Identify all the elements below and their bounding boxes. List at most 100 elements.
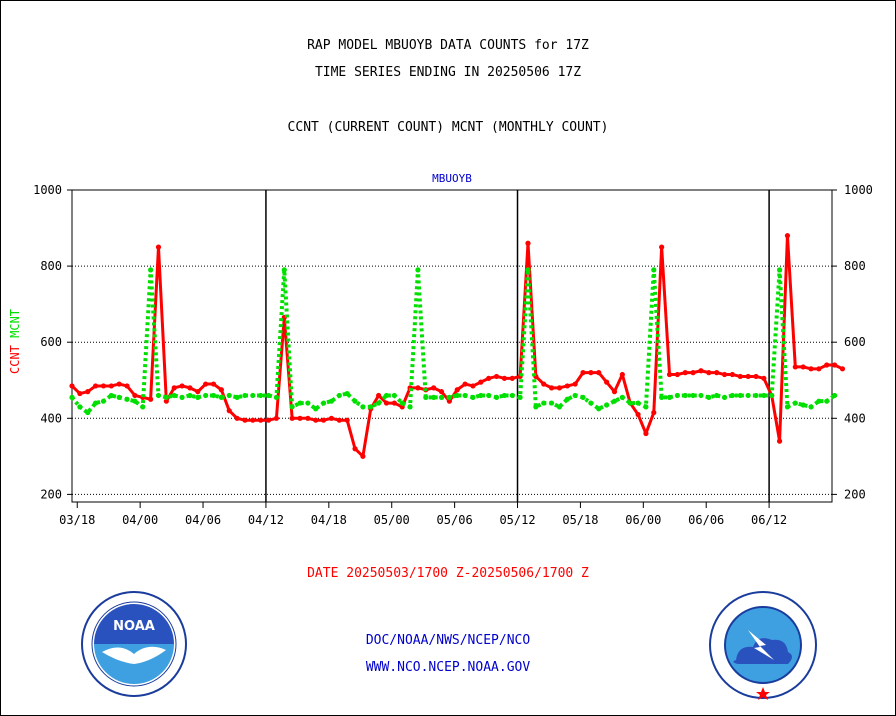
data-point-mcnt <box>588 400 594 406</box>
data-point-mcnt <box>140 404 146 410</box>
y-tick-label-left: 800 <box>40 259 62 273</box>
data-point-ccnt <box>478 379 484 385</box>
data-point-mcnt <box>203 392 209 399</box>
data-point-mcnt <box>761 392 767 399</box>
data-point-ccnt <box>100 383 107 389</box>
data-point-ccnt <box>470 383 476 389</box>
data-point-mcnt <box>784 404 791 410</box>
x-tick-label: 06/12 <box>751 513 787 527</box>
data-point-mcnt <box>721 394 728 400</box>
data-point-ccnt <box>336 417 342 423</box>
data-point-ccnt <box>666 371 673 378</box>
data-point-ccnt <box>721 371 728 378</box>
data-point-mcnt <box>698 392 704 399</box>
data-point-mcnt <box>753 392 759 399</box>
y-tick-label-right: 800 <box>844 259 866 273</box>
x-tick-label: 06/00 <box>625 513 661 527</box>
data-point-ccnt <box>525 240 531 246</box>
data-point-mcnt <box>297 400 303 406</box>
data-point-mcnt <box>643 404 649 410</box>
data-point-mcnt <box>745 392 751 399</box>
data-point-mcnt <box>92 400 99 406</box>
data-point-mcnt <box>769 392 775 399</box>
data-point-ccnt <box>698 368 704 374</box>
data-point-mcnt <box>376 400 382 406</box>
data-point-mcnt <box>383 392 390 399</box>
data-point-mcnt <box>792 400 798 406</box>
data-point-mcnt <box>525 267 531 273</box>
noaa-logo: NOAA <box>81 591 187 697</box>
x-tick-label: 05/00 <box>374 513 410 527</box>
data-point-ccnt <box>509 375 515 381</box>
data-point-ccnt <box>839 366 846 372</box>
data-point-ccnt <box>541 381 547 387</box>
data-point-ccnt <box>501 375 508 381</box>
data-point-mcnt <box>250 392 256 399</box>
data-point-ccnt <box>792 364 798 370</box>
data-point-mcnt <box>737 392 743 399</box>
chart-title-line-2: TIME SERIES ENDING IN 20250506 17Z <box>314 65 582 80</box>
data-point-mcnt <box>320 400 327 406</box>
data-point-mcnt <box>423 394 429 400</box>
plot-border <box>71 189 833 503</box>
data-point-mcnt <box>305 400 311 406</box>
data-point-mcnt <box>832 392 838 399</box>
data-point-mcnt <box>454 392 460 399</box>
data-point-ccnt <box>729 371 736 378</box>
data-point-mcnt <box>124 396 130 402</box>
y-axis-label-ccnt: CCNT <box>8 338 22 374</box>
chart-title-line-1: RAP MODEL MBUOYB DATA COUNTS for 17Z <box>307 38 589 53</box>
data-point-mcnt <box>564 396 570 402</box>
data-point-ccnt <box>250 417 256 423</box>
data-point-mcnt <box>776 267 783 273</box>
nws-logo <box>709 591 817 700</box>
data-point-ccnt <box>360 453 366 459</box>
data-point-mcnt <box>328 398 335 404</box>
data-point-ccnt <box>816 366 822 372</box>
data-point-mcnt <box>391 392 397 399</box>
x-tick-label: 05/18 <box>562 513 598 527</box>
y-tick-label-right: 200 <box>844 487 866 501</box>
data-point-ccnt <box>588 370 594 376</box>
data-point-ccnt <box>619 371 625 378</box>
y-tick-label-right: 400 <box>844 411 866 425</box>
data-point-mcnt <box>289 404 295 410</box>
data-point-ccnt <box>265 417 272 423</box>
data-point-mcnt <box>69 394 75 400</box>
data-point-mcnt <box>659 394 665 400</box>
data-point-mcnt <box>273 394 280 400</box>
data-point-ccnt <box>273 415 280 421</box>
data-point-ccnt <box>431 385 437 391</box>
data-point-ccnt <box>116 381 122 387</box>
data-point-ccnt <box>163 398 169 404</box>
data-point-mcnt <box>690 392 696 399</box>
data-point-ccnt <box>226 408 232 414</box>
data-point-mcnt <box>171 392 177 399</box>
data-point-mcnt <box>619 394 625 400</box>
data-point-mcnt <box>100 398 107 404</box>
x-tick-label: 04/00 <box>122 513 158 527</box>
data-point-ccnt <box>124 383 130 389</box>
data-point-mcnt <box>313 406 319 412</box>
data-point-mcnt <box>604 402 610 408</box>
data-point-mcnt <box>85 409 91 416</box>
data-point-mcnt <box>407 404 413 410</box>
data-point-mcnt <box>541 400 547 406</box>
data-point-ccnt <box>776 438 783 444</box>
data-point-ccnt <box>179 383 185 389</box>
data-point-mcnt <box>132 398 138 404</box>
data-point-ccnt <box>415 385 421 391</box>
data-point-ccnt <box>313 417 319 423</box>
data-point-mcnt <box>714 392 720 399</box>
data-point-ccnt <box>132 392 138 399</box>
data-point-ccnt <box>706 370 712 376</box>
data-point-ccnt <box>344 417 350 423</box>
data-point-mcnt <box>808 404 814 410</box>
x-tick-label: 04/12 <box>248 513 284 527</box>
data-point-mcnt <box>234 394 240 400</box>
y-tick-label-left: 1000 <box>33 183 62 197</box>
url-line: WWW.NCO.NCEP.NOAA.GOV <box>365 660 531 675</box>
data-point-mcnt <box>674 392 680 399</box>
data-point-mcnt <box>116 394 122 400</box>
